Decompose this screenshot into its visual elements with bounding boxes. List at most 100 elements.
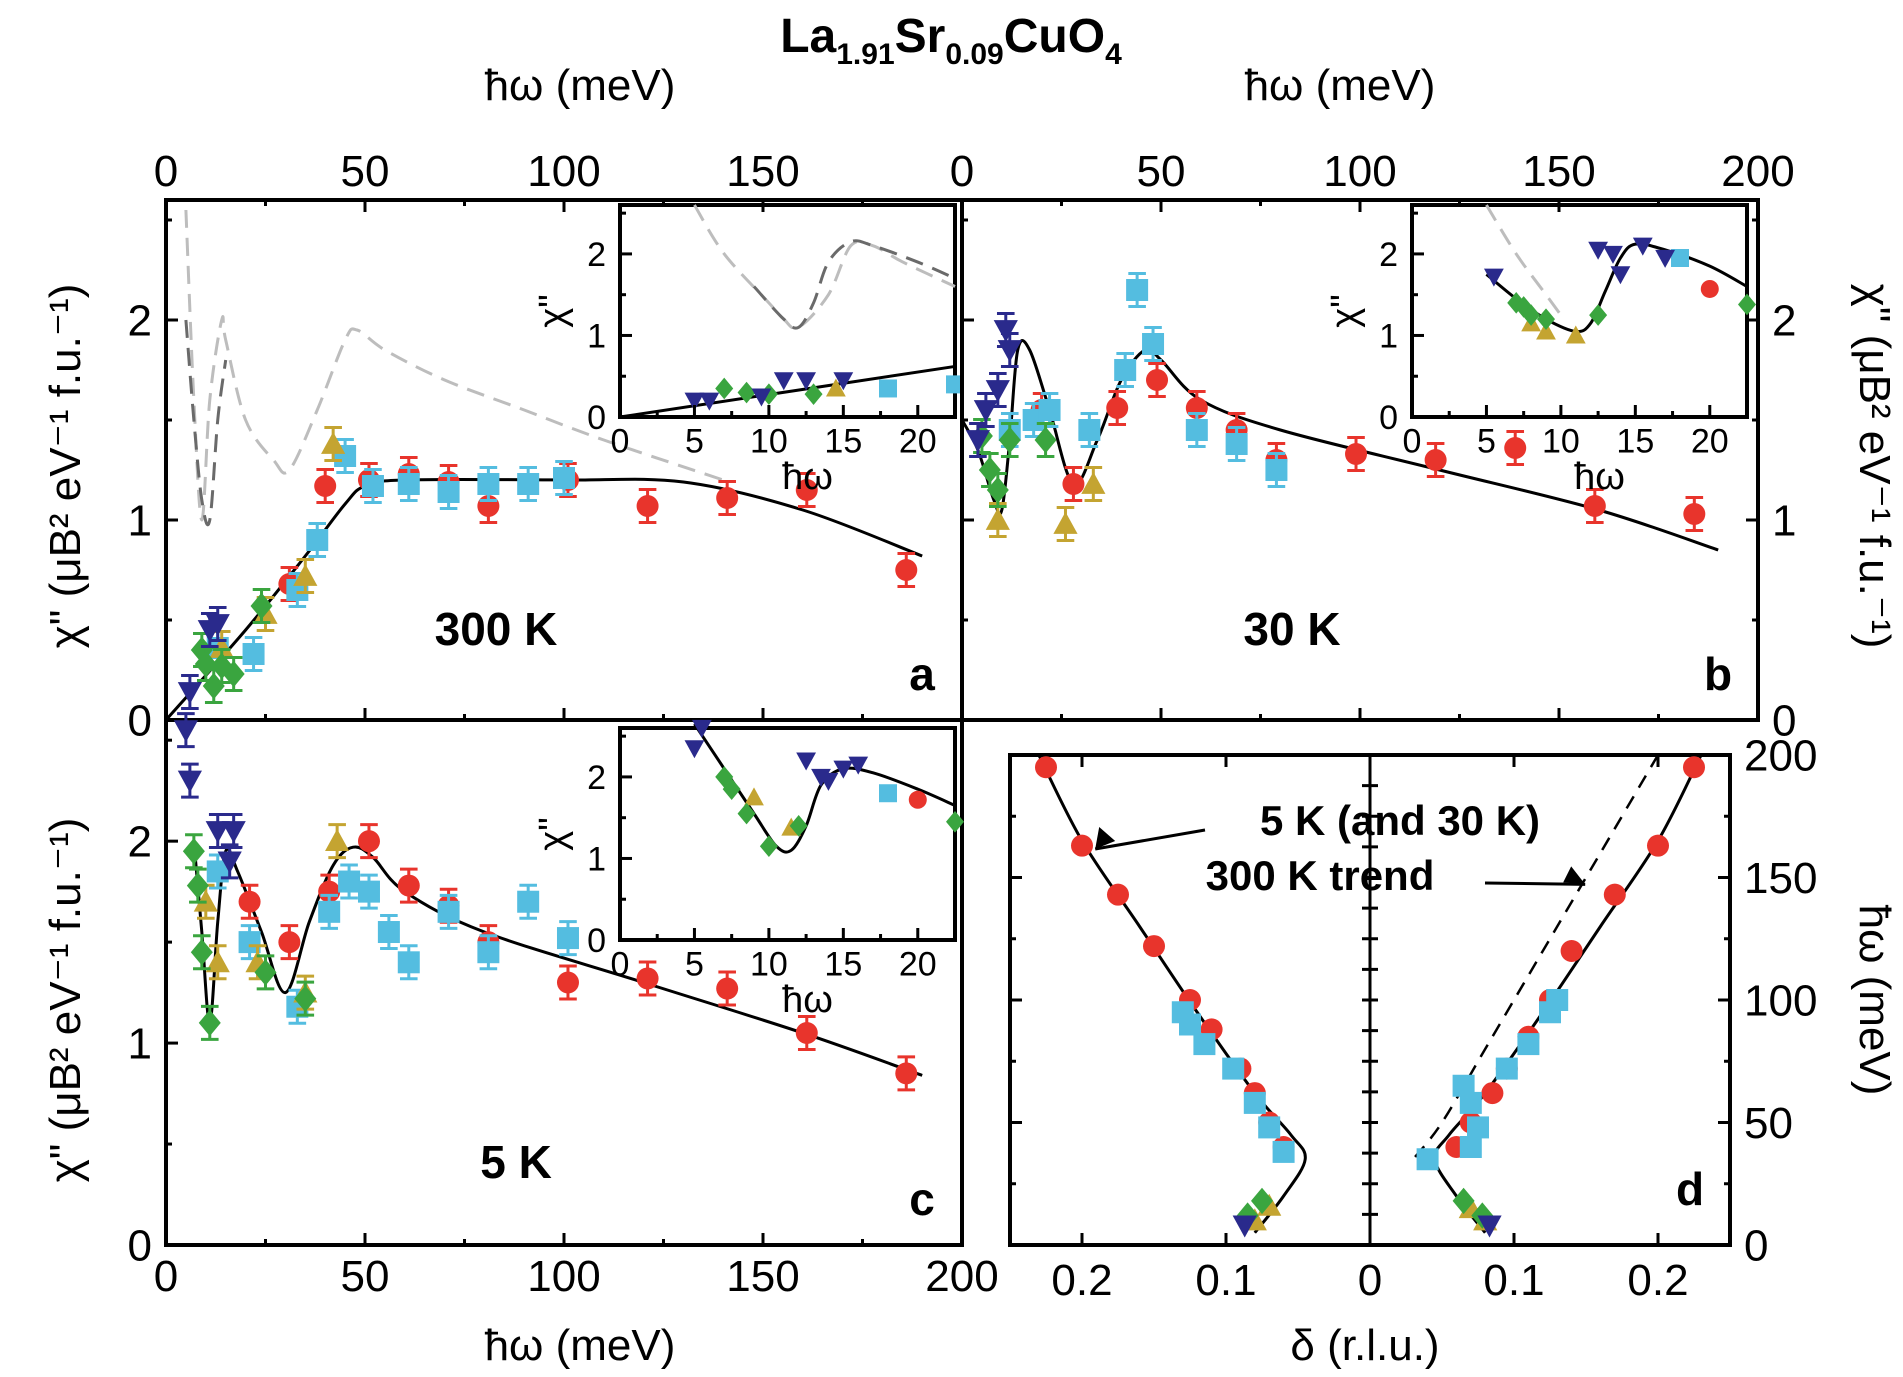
data-point-triangle-down xyxy=(833,760,854,779)
panel-b-inset-y-tick-label: 2 xyxy=(1379,236,1398,274)
data-point-square xyxy=(517,890,540,913)
data-point-diamond xyxy=(1522,304,1541,326)
data-point-square xyxy=(1459,1091,1482,1114)
data-point-diamond xyxy=(804,383,823,405)
panel-b-temperature-label: 30 K xyxy=(1243,603,1340,655)
panel-a-temperature-label: 300 K xyxy=(435,603,558,655)
panel-b-inset-x-tick-label: 5 xyxy=(1477,423,1496,461)
panel-b-inset-frame xyxy=(1410,203,1749,419)
panel-a-inset-x-tick-label: 0 xyxy=(611,423,630,461)
data-point-triangle-down xyxy=(985,380,1010,403)
data-point-diamond xyxy=(294,985,317,1012)
panel-d-x-tick-label: 0.2 xyxy=(1627,1256,1688,1305)
data-point-circle xyxy=(1700,279,1719,298)
panel-c-inset: 0 5 10 15 20 0 1 2 ħω χ" xyxy=(532,719,964,1021)
data-point-triangle-up xyxy=(1536,321,1556,340)
panel-d-x-tick-label: 0.2 xyxy=(1051,1256,1112,1305)
data-point-square xyxy=(357,880,380,903)
data-point-triangle-down xyxy=(699,392,720,411)
data-point-triangle-up xyxy=(744,787,764,806)
data-point-diamond xyxy=(1034,426,1057,454)
panel-c-inset-y-label: χ" xyxy=(532,817,574,850)
data-point-square xyxy=(879,379,897,398)
data-point-triangle-up xyxy=(325,829,350,852)
data-point-diamond xyxy=(1738,293,1756,316)
panel-c-inset-x-tick-label: 5 xyxy=(685,946,704,984)
data-point-circle xyxy=(1345,443,1368,465)
data-point-diamond xyxy=(1537,308,1555,330)
panel-b-y-tick-label: 2 xyxy=(1772,296,1796,345)
data-point-circle xyxy=(1683,756,1705,779)
panel-c-x-tick-label: 150 xyxy=(726,1252,799,1301)
data-point-triangle-down xyxy=(773,372,794,391)
panel-a-x-tick-label: 150 xyxy=(726,147,799,196)
data-point-square xyxy=(946,375,964,394)
data-point-triangle-up xyxy=(825,378,846,397)
panel-a-y-tick-label: 1 xyxy=(128,496,152,545)
data-point-diamond xyxy=(759,835,778,858)
panel-c-inset-frame xyxy=(618,726,957,942)
data-point-square xyxy=(1185,419,1208,441)
data-point-diamond xyxy=(1514,296,1533,318)
panel-a-inset-x-tick-label: 15 xyxy=(824,423,862,461)
panel-c-x-tick-label: 0 xyxy=(154,1252,178,1301)
data-point-triangle-down xyxy=(221,821,246,844)
data-point-square xyxy=(1546,989,1569,1011)
data-point-triangle-down xyxy=(848,756,869,775)
data-point-square xyxy=(1078,419,1101,441)
data-point-square xyxy=(397,473,420,495)
panel-c-inset-x-tick-label: 0 xyxy=(611,946,630,984)
data-point-square xyxy=(1142,333,1165,355)
data-point-triangle-up xyxy=(1565,325,1586,344)
data-point-diamond xyxy=(715,377,734,400)
panel-c-letter: c xyxy=(909,1173,935,1225)
data-point-triangle-down xyxy=(1477,1215,1502,1238)
data-point-circle xyxy=(1560,940,1583,962)
panel-a-reference-dark-line xyxy=(184,319,228,527)
panel-d-arrowhead-1 xyxy=(1095,827,1116,849)
data-point-circle xyxy=(1146,369,1169,391)
data-point-circle xyxy=(895,1062,918,1085)
panel-d-y-tick-label: 200 xyxy=(1744,731,1817,780)
panel-b-inset-y-tick-label: 0 xyxy=(1379,399,1398,437)
data-point-triangle-down xyxy=(173,720,198,743)
data-point-circle xyxy=(1062,473,1085,495)
data-point-circle xyxy=(1683,503,1706,525)
data-point-diamond xyxy=(737,802,756,825)
data-point-triangle-down xyxy=(965,430,991,453)
data-point-triangle-down xyxy=(1610,266,1631,285)
data-point-circle xyxy=(238,890,261,913)
panel-b-inset-x-tick-label: 0 xyxy=(1403,423,1422,461)
data-point-triangle-down xyxy=(796,752,817,771)
data-point-diamond xyxy=(186,872,209,899)
data-point-triangle-down xyxy=(205,821,230,844)
data-point-square xyxy=(1222,1057,1245,1080)
panel-b-y-tick-label: 0 xyxy=(1772,696,1796,745)
data-point-diamond xyxy=(198,1009,221,1037)
data-point-diamond xyxy=(1452,1187,1475,1215)
panel-a-letter: a xyxy=(909,648,935,700)
data-point-square xyxy=(437,481,460,503)
data-point-circle xyxy=(318,880,341,903)
panel-c-inset-x-label: ħω xyxy=(782,979,833,1021)
data-point-square xyxy=(1126,279,1149,301)
data-point-diamond xyxy=(789,815,808,837)
data-point-diamond xyxy=(254,959,277,986)
data-point-square xyxy=(1671,249,1689,267)
data-point-triangle-down xyxy=(1232,1215,1257,1238)
panel-a: 0 50 100 150 0 1 2 300 K a 0 5 10 15 20 0 1 2 ħω χ" xyxy=(128,147,964,745)
panel-a-inset-fit-line xyxy=(619,364,956,419)
data-point-square xyxy=(238,931,261,954)
data-point-square xyxy=(477,473,500,495)
panel-d-arrow-1 xyxy=(1094,828,1206,851)
data-point-diamond xyxy=(978,456,1001,484)
data-point-diamond xyxy=(190,939,213,966)
data-point-square xyxy=(1272,1140,1295,1163)
data-point-triangle-down xyxy=(993,320,1018,343)
panel-b-x-tick-label: 100 xyxy=(1323,147,1396,196)
panel-a-inset: 0 5 10 15 20 0 1 2 ħω χ" xyxy=(532,203,964,498)
panel-b-x-tick-label: 200 xyxy=(1721,147,1794,196)
data-point-circle xyxy=(357,830,380,853)
